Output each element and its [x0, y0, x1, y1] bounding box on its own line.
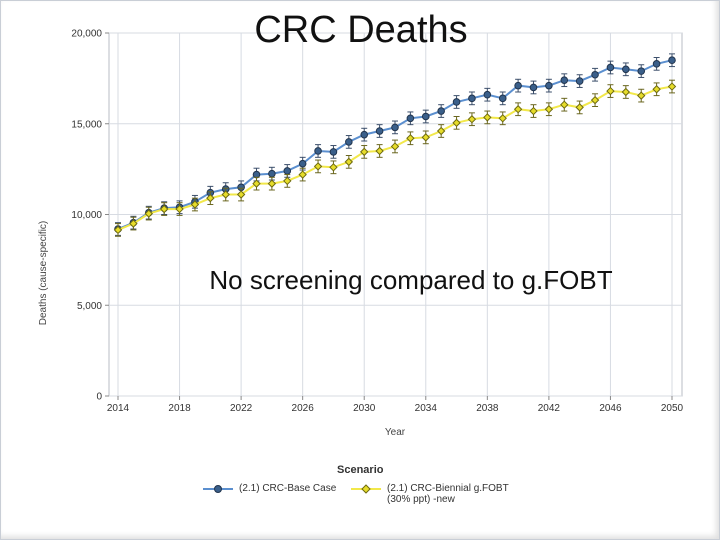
legend-label-base-case: (2.1) CRC-Base Case — [239, 483, 337, 494]
x-axis-label: Year — [385, 427, 406, 438]
data-point — [575, 103, 584, 112]
x-tick-label: 2042 — [538, 403, 561, 414]
data-point — [190, 200, 200, 209]
data-point — [175, 204, 184, 214]
x-tick-label: 2026 — [292, 403, 315, 414]
data-point — [391, 123, 399, 132]
data-point — [652, 60, 661, 68]
legend-item-base-case: (2.1) CRC-Base Case — [203, 483, 336, 495]
data-point — [129, 219, 138, 228]
data-point — [283, 167, 292, 175]
legend-swatch-base-case — [203, 485, 233, 493]
data-point — [345, 138, 353, 146]
data-point — [436, 126, 446, 136]
x-tick-label: 2018 — [168, 403, 191, 414]
data-point — [329, 148, 338, 156]
data-point — [498, 94, 507, 103]
x-tick-label: 2046 — [599, 403, 622, 414]
data-point — [575, 77, 584, 85]
x-tick-label: 2034 — [415, 403, 438, 414]
y-axis-ticks: 0 5,000 10,000 15,000 20,000 — [71, 29, 109, 403]
data-point — [298, 159, 307, 168]
data-point — [252, 179, 261, 188]
data-point — [298, 170, 307, 179]
x-tick-label: 2050 — [661, 403, 684, 414]
y-tick-label: 5,000 — [77, 301, 102, 312]
data-point — [513, 105, 523, 114]
legend-label-gfobt: (2.1) CRC-Biennial g.FOBT (30% ppt) -new — [387, 483, 509, 505]
data-point — [652, 85, 661, 94]
data-point — [606, 86, 615, 96]
data-point — [483, 90, 492, 99]
data-point — [529, 106, 538, 116]
annotation-text: No screening compared to g.FOBT — [209, 265, 613, 295]
data-point — [637, 91, 646, 100]
data-point — [313, 162, 323, 171]
x-axis-ticks: 2014 2018 2022 2026 2030 2034 2038 2042 2046 2050 — [107, 396, 684, 414]
x-tick-label: 2022 — [230, 403, 253, 414]
data-point — [344, 157, 354, 167]
data-point — [560, 100, 569, 109]
data-point — [360, 130, 369, 139]
data-point — [144, 209, 153, 218]
data-point — [406, 134, 415, 143]
series-1 — [113, 79, 677, 237]
data-point — [622, 65, 630, 74]
legend-item-gfobt: (2.1) CRC-Biennial g.FOBT (30% ppt) -new — [351, 483, 521, 505]
data-point — [437, 107, 445, 115]
data-point — [667, 82, 677, 91]
y-tick-label: 20,000 — [71, 29, 102, 40]
data-point — [606, 63, 615, 72]
data-point — [236, 190, 246, 199]
data-point — [452, 98, 461, 106]
data-point — [375, 146, 384, 156]
data-point — [421, 112, 430, 121]
y-tick-label: 0 — [96, 392, 102, 403]
data-point — [468, 94, 476, 103]
data-point — [529, 83, 538, 92]
data-point — [668, 56, 676, 65]
y-axis-label: Deaths (cause-specific) — [38, 221, 49, 325]
data-point — [560, 76, 569, 84]
data-point — [483, 113, 492, 122]
data-point — [467, 115, 477, 124]
data-point — [221, 190, 230, 199]
data-point — [514, 81, 522, 90]
data-point — [113, 225, 123, 235]
data-point — [390, 142, 400, 151]
series-layer — [113, 53, 677, 237]
data-point — [452, 118, 461, 128]
data-point — [267, 179, 277, 188]
data-point — [590, 95, 600, 105]
y-tick-label: 10,000 — [71, 210, 102, 221]
data-point — [159, 204, 169, 214]
x-tick-label: 2014 — [107, 403, 130, 414]
data-point — [637, 67, 646, 75]
data-point — [329, 163, 338, 172]
data-point — [545, 81, 553, 90]
slide-title: CRC Deaths — [254, 9, 468, 51]
data-point — [591, 70, 599, 79]
legend-title: Scenario — [337, 464, 384, 476]
x-tick-label: 2030 — [353, 403, 376, 414]
data-point — [268, 169, 276, 178]
legend-swatch-gfobt — [351, 484, 381, 494]
data-point — [283, 176, 292, 186]
y-tick-label: 15,000 — [71, 119, 102, 130]
data-point — [406, 114, 415, 123]
data-point — [314, 147, 322, 155]
data-point — [206, 193, 215, 203]
x-tick-label: 2038 — [476, 403, 499, 414]
data-point — [421, 133, 430, 142]
data-point — [498, 114, 507, 123]
data-point — [621, 87, 631, 97]
data-point — [375, 127, 384, 135]
data-point — [360, 147, 369, 157]
data-point — [544, 105, 554, 114]
